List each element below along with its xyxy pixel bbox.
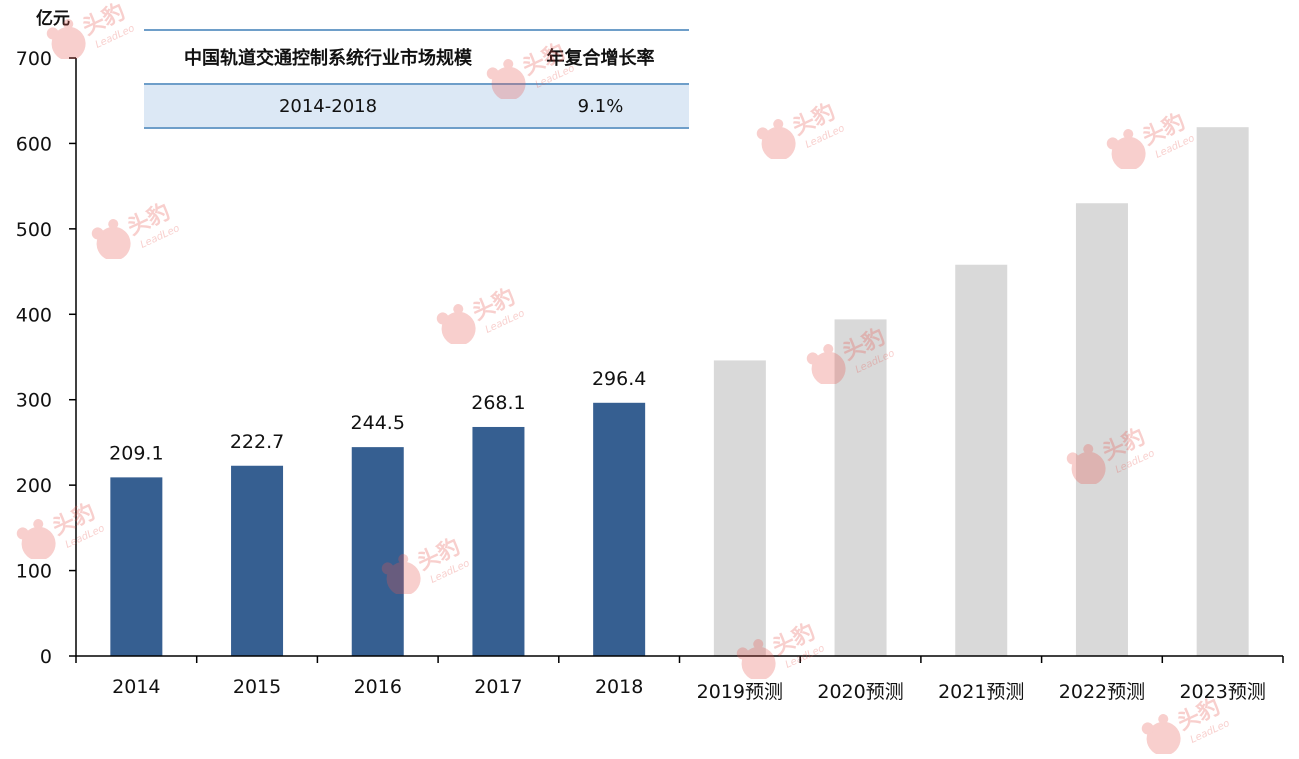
actual-bar xyxy=(110,477,163,656)
cagr-table: 中国轨道交通控制系统行业市场规模 年复合增长率 2014-2018 9.1% xyxy=(144,29,689,129)
cagr-period: 2014-2018 xyxy=(144,83,512,129)
x-tick-label: 2023预测 xyxy=(1179,681,1265,703)
actual-bar xyxy=(231,465,284,656)
bars: 209.1 222.7 244.5 268.1 296.4 xyxy=(109,127,1249,656)
y-tick-label: 300 xyxy=(16,390,52,412)
y-tick-label: 600 xyxy=(16,133,52,155)
x-tick-label: 2021预测 xyxy=(938,681,1024,703)
y-tick-label: 500 xyxy=(16,219,52,241)
actual-bar xyxy=(593,402,646,656)
cagr-rate: 9.1% xyxy=(512,83,689,129)
x-tick-label: 2019预测 xyxy=(697,681,783,703)
x-tick-label: 2022预测 xyxy=(1059,681,1145,703)
x-tick-label: 2014 xyxy=(112,676,160,698)
cagr-header-metric: 中国轨道交通控制系统行业市场规模 xyxy=(144,29,512,84)
y-tick-label: 100 xyxy=(16,561,52,583)
y-tick-label: 700 xyxy=(16,48,52,70)
x-tick-label: 2017 xyxy=(474,676,522,698)
bar-value-label: 222.7 xyxy=(230,431,284,453)
y-tick-label: 200 xyxy=(16,475,52,497)
forecast-bar xyxy=(834,319,887,656)
forecast-bar xyxy=(955,264,1008,656)
forecast-bar xyxy=(713,360,766,656)
x-tick-label: 2016 xyxy=(354,676,402,698)
x-tick-label: 2020预测 xyxy=(817,681,903,703)
forecast-bar xyxy=(1075,203,1128,656)
x-axis: 2014 2015 2016 2017 2018 2019预测 2020预测 2021预测 20… xyxy=(75,655,1284,703)
actual-bar xyxy=(472,426,525,656)
bar-value-label: 268.1 xyxy=(471,392,525,414)
bar-value-label: 209.1 xyxy=(109,442,163,464)
x-tick-label: 2018 xyxy=(595,676,643,698)
bar-value-label: 244.5 xyxy=(351,412,405,434)
cagr-table-header: 中国轨道交通控制系统行业市场规模 年复合增长率 xyxy=(144,29,689,84)
y-tick-label: 0 xyxy=(40,646,52,668)
cagr-table-row: 2014-2018 9.1% xyxy=(144,83,689,129)
y-axis-unit-label: 亿元 xyxy=(36,8,70,29)
y-axis: 0 100 200 300 400 500 600 700 xyxy=(16,48,77,668)
bar-value-label: 296.4 xyxy=(592,368,646,390)
x-tick-label: 2015 xyxy=(233,676,281,698)
y-tick-label: 400 xyxy=(16,304,52,326)
actual-bar xyxy=(351,447,404,656)
forecast-bar xyxy=(1196,127,1249,656)
cagr-header-rate: 年复合增长率 xyxy=(512,29,689,84)
